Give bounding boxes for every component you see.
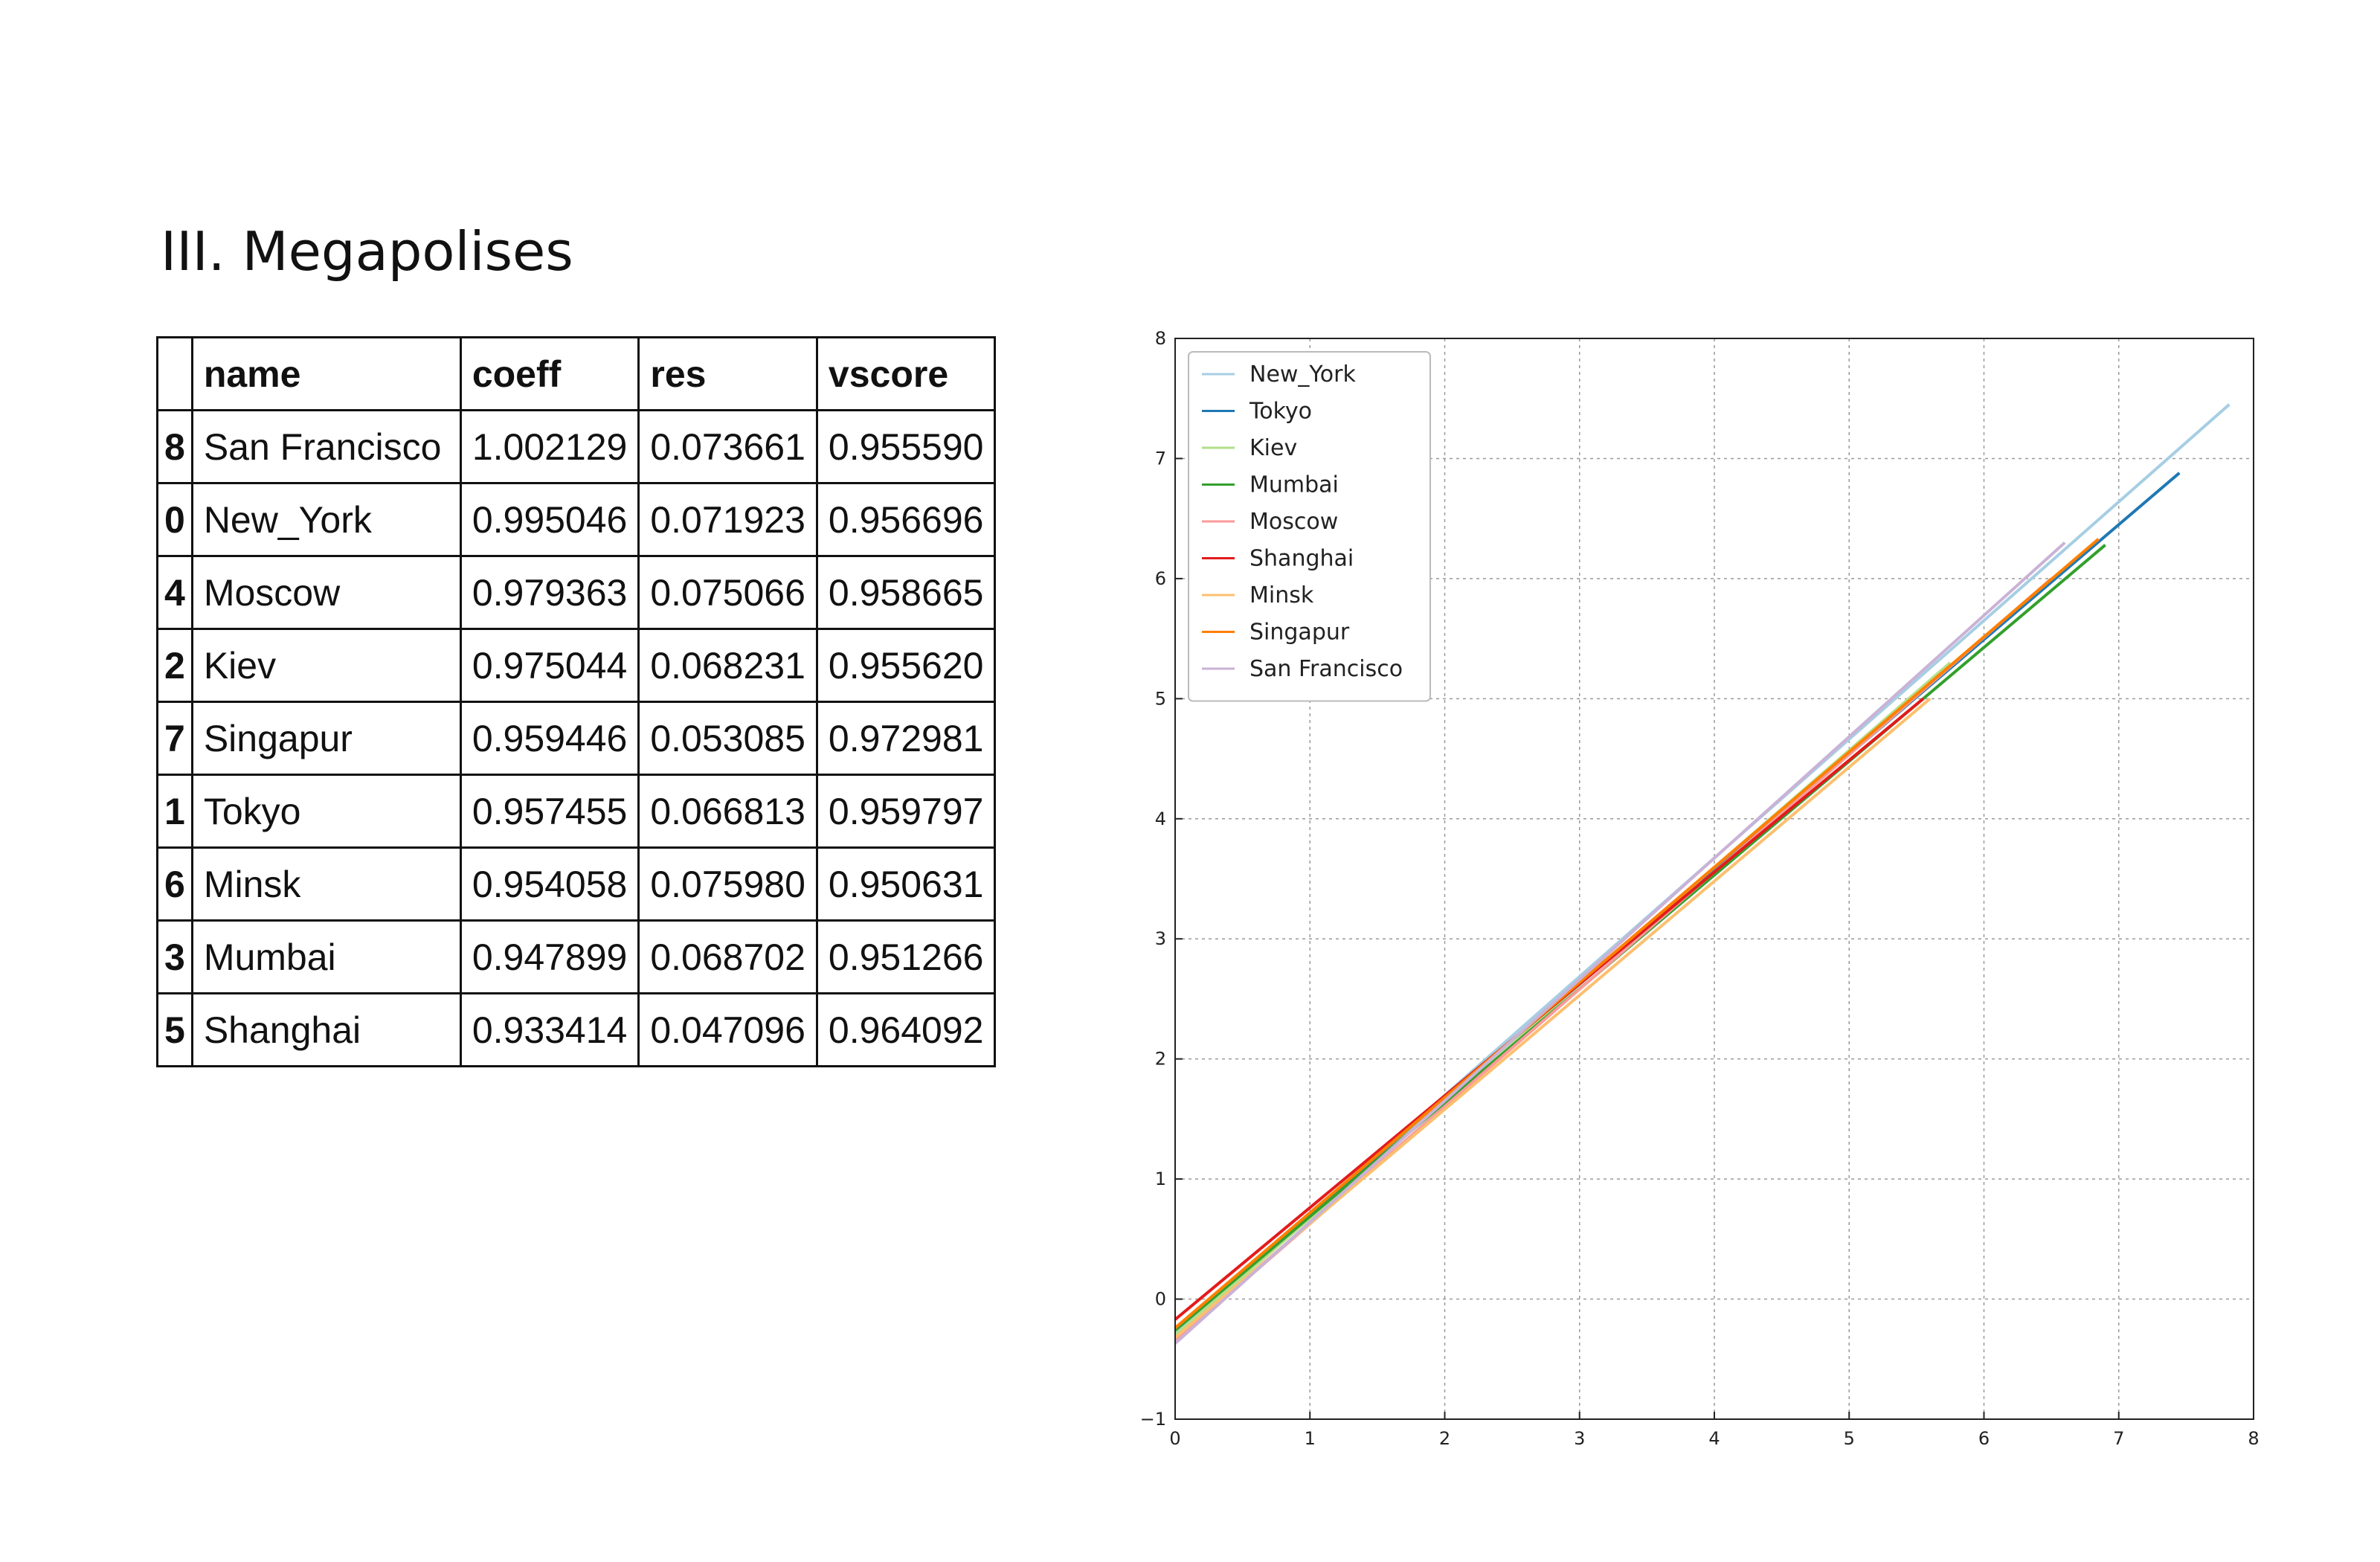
res-cell: 0.071923 [637,482,818,557]
name-cell: Mumbai [190,919,462,994]
legend-label: New_York [1250,361,1356,388]
res-cell: 0.047096 [637,992,818,1067]
vscore-cell: 0.950631 [815,846,997,922]
res-cell: 0.073661 [637,409,818,484]
table-row: 3 Mumbai 0.947899 0.068702 0.951266 [156,919,997,994]
y-tick-label: 6 [1155,568,1166,589]
vscore-cell: 0.955590 [815,409,997,484]
vscore-cell: 0.956696 [815,482,997,557]
legend-label: Tokyo [1249,399,1312,425]
table-row: 2 Kiev 0.975044 0.068231 0.955620 [156,628,997,703]
y-tick-label: 2 [1155,1049,1166,1070]
vscore-cell: 0.972981 [815,701,997,776]
y-tick-label: −1 [1140,1409,1166,1430]
legend-label: San Francisco [1250,656,1403,682]
coeff-cell: 0.954058 [459,846,640,922]
vscore-cell: 0.959797 [815,774,997,849]
x-tick-label: 0 [1169,1428,1180,1449]
res-cell: 0.068231 [637,628,818,703]
x-tick-label: 8 [2248,1428,2259,1449]
x-tick-label: 6 [1978,1428,1990,1449]
x-tick-label: 2 [1439,1428,1450,1449]
name-cell: Shanghai [190,992,462,1067]
legend-label: Mumbai [1250,472,1339,498]
table-row: 4 Moscow 0.979363 0.075066 0.958665 [156,555,997,630]
name-cell: New_York [190,482,462,557]
x-tick-label: 3 [1574,1428,1585,1449]
coeff-cell: 0.947899 [459,919,640,994]
name-cell: Tokyo [190,774,462,849]
series-line [1174,538,2100,1329]
legend-label: Minsk [1250,582,1314,608]
vscore-cell: 0.958665 [815,555,997,630]
y-tick-label: 4 [1155,809,1166,829]
y-tick-label: 8 [1155,328,1166,349]
table-row: 7 Singapur 0.959446 0.053085 0.972981 [156,701,997,776]
coeff-cell: 0.933414 [459,992,640,1067]
chart-svg: 0 1 2 3 4 5 6 7 8−1012345678New_YorkTokyoKievMum… [1140,328,2260,1449]
vscore-cell: 0.955620 [815,628,997,703]
res-cell: 0.053085 [637,701,818,776]
column-header-vscore: vscore [815,336,997,411]
row-index-cell: 3 [156,919,193,994]
vscore-cell: 0.951266 [815,919,997,994]
res-cell: 0.075066 [637,555,818,630]
column-header-coeff: coeff [459,336,640,411]
row-index-cell: 4 [156,555,193,630]
row-index-cell: 5 [156,992,193,1067]
column-header-res: res [637,336,818,411]
row-index-cell: 7 [156,701,193,776]
x-tick-label: 7 [2113,1428,2124,1449]
vscore-cell: 0.964092 [815,992,997,1067]
table-header-row: name coeff res vscore [156,336,997,411]
legend-label: Moscow [1250,509,1338,535]
row-index-cell: 1 [156,774,193,849]
coeff-cell: 0.979363 [459,555,640,630]
name-cell: San Francisco [190,409,462,484]
legend-label: Kiev [1250,435,1297,461]
legend-label: Singapur [1250,620,1350,646]
table-row: 6 Minsk 0.954058 0.075980 0.950631 [156,846,997,922]
table-row: 5 Shanghai 0.933414 0.047096 0.964092 [156,992,997,1067]
row-index-cell: 8 [156,409,193,484]
results-table: name coeff res vscore 8 San Francisco 1.… [156,336,997,1067]
legend-box [1188,351,1431,702]
name-cell: Moscow [190,555,462,630]
x-tick-label: 5 [1844,1428,1855,1449]
coeff-cell: 0.975044 [459,628,640,703]
name-cell: Singapur [190,701,462,776]
regression-chart: 0 1 2 3 4 5 6 7 8 −1 0 1 2 3 4 5 6 7 8 New_York Tokyo Kiev Mum… [1116,312,2276,1473]
row-index-cell: 0 [156,482,193,557]
y-tick-label: 0 [1155,1289,1166,1310]
name-cell: Kiev [190,628,462,703]
page-title: III. Megapolises [161,220,573,283]
column-header-name: name [190,336,462,411]
column-header-index [156,336,193,411]
y-tick-label: 5 [1155,688,1166,709]
series-line [1174,541,2066,1345]
x-tick-label: 4 [1708,1428,1720,1449]
res-cell: 0.075980 [637,846,818,922]
res-cell: 0.068702 [637,919,818,994]
row-index-cell: 2 [156,628,193,703]
res-cell: 0.066813 [637,774,818,849]
y-tick-label: 3 [1155,928,1166,949]
coeff-cell: 0.959446 [459,701,640,776]
y-tick-label: 1 [1155,1169,1166,1189]
table-row: 8 San Francisco 1.002129 0.073661 0.9555… [156,409,997,484]
legend-label: Shanghai [1250,546,1354,572]
row-index-cell: 6 [156,846,193,922]
coeff-cell: 0.957455 [459,774,640,849]
table-row: 1 Tokyo 0.957455 0.066813 0.959797 [156,774,997,849]
x-tick-label: 1 [1305,1428,1316,1449]
table-row: 0 New_York 0.995046 0.071923 0.956696 [156,482,997,557]
name-cell: Minsk [190,846,462,922]
coeff-cell: 1.002129 [459,409,640,484]
coeff-cell: 0.995046 [459,482,640,557]
y-tick-label: 7 [1155,448,1166,469]
